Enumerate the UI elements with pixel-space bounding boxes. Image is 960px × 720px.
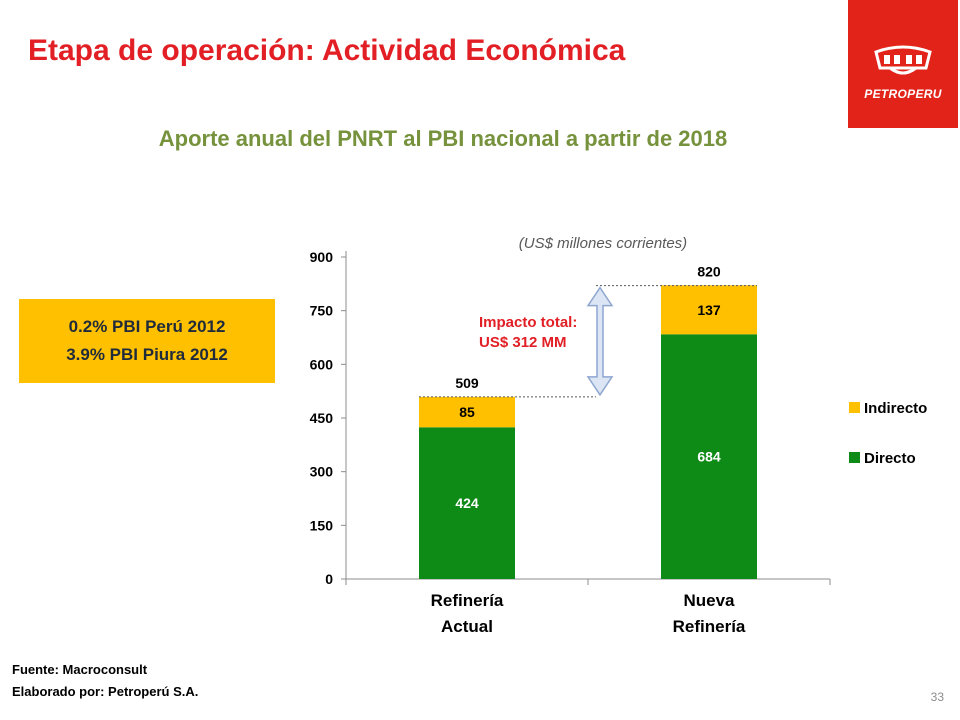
y-tick-label: 600 <box>310 356 334 372</box>
chart-subtitle: Aporte anual del PNRT al PBI nacional a … <box>158 126 728 151</box>
total-label: 509 <box>455 375 479 391</box>
callout-line-2: 3.9% PBI Piura 2012 <box>66 345 228 364</box>
y-tick-label: 300 <box>310 464 334 480</box>
total-label: 820 <box>697 264 721 280</box>
pbi-callout: 0.2% PBI Perú 2012 3.9% PBI Piura 2012 <box>19 299 275 383</box>
bar-segment-indirecto <box>419 396 515 428</box>
logo-text: PETROPERU <box>864 87 942 101</box>
x-category-label: Nueva <box>683 591 735 610</box>
y-tick-label: 750 <box>310 303 334 319</box>
legend-label-directo: Directo <box>864 450 916 467</box>
chart-unit-label: (US$ millones corrientes) <box>519 235 687 252</box>
y-tick-label: 0 <box>325 571 333 587</box>
petroperu-logo-icon <box>874 45 932 75</box>
bar-segment-indirecto <box>661 285 757 335</box>
y-tick-label: 150 <box>310 517 334 533</box>
y-tick-label: 450 <box>310 410 334 426</box>
slide-title: Etapa de operación: Actividad Económica <box>28 34 626 67</box>
bar-segment-directo <box>419 427 515 579</box>
petroperu-logo: PETROPERU <box>848 0 958 128</box>
legend-label-indirecto: Indirecto <box>864 400 927 417</box>
x-category-label: Refinería <box>431 591 504 610</box>
x-category-label: Actual <box>441 617 493 636</box>
footer-source: Fuente: Macroconsult <box>12 662 148 677</box>
data-label: 684 <box>697 449 721 465</box>
x-category-label: Refinería <box>673 617 746 636</box>
data-label: 424 <box>455 495 479 511</box>
callout-line-1: 0.2% PBI Perú 2012 <box>68 317 226 336</box>
impact-arrow <box>586 286 614 397</box>
data-label: 85 <box>459 404 475 420</box>
impact-annotation: US$ 312 MM <box>479 334 567 351</box>
bar-segment-directo <box>661 334 757 579</box>
legend-swatch-directo <box>849 452 860 463</box>
legend-swatch-indirecto <box>849 402 860 413</box>
impact-annotation: Impacto total: <box>479 314 577 331</box>
data-label: 137 <box>697 302 721 318</box>
footer-prepared-by: Elaborado por: Petroperú S.A. <box>12 684 199 699</box>
page-number: 33 <box>930 690 944 704</box>
y-tick-label: 900 <box>310 249 334 265</box>
